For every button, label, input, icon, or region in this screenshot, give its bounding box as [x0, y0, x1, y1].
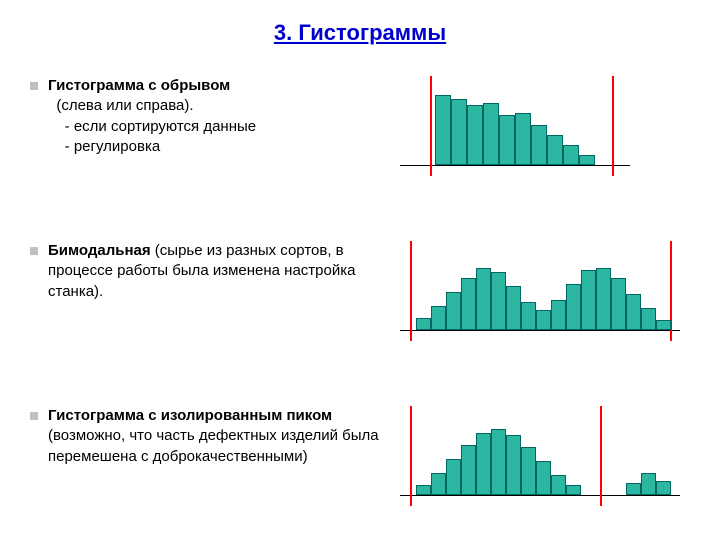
histogram-bar [506, 435, 521, 495]
histogram-bar [626, 294, 641, 330]
desc-3: Гистограмма с изолированным пиком (возмо… [48, 406, 400, 467]
sub-1-1: (слева или справа). [56, 97, 193, 114]
histogram-bar [451, 99, 467, 165]
histogram-bar [563, 145, 579, 165]
histogram-bar [626, 483, 641, 495]
page-title: 3. Гистограммы [30, 20, 690, 46]
bars-group [416, 429, 671, 495]
chart-cutoff [400, 76, 690, 176]
sub-3-1: (возможно, что часть дефектных изделий б… [48, 427, 379, 464]
histogram-bar [521, 447, 536, 495]
histogram-bar [551, 475, 566, 495]
heading-1: Гистограмма с обрывом [48, 77, 230, 94]
desc-1: Гистограмма с обрывом (слева или справа)… [48, 76, 256, 157]
histogram-bar [579, 155, 595, 165]
histogram-bar [531, 125, 547, 165]
histogram-bar [641, 308, 656, 330]
histogram-bar [581, 270, 596, 330]
histogram-bar [483, 103, 499, 165]
bars-group [416, 268, 671, 330]
row-cutoff: Гистограмма с обрывом (слева или справа)… [30, 76, 690, 186]
histogram-bar [641, 473, 656, 495]
text-col-3: Гистограмма с изолированным пиком (возмо… [30, 406, 400, 467]
sub-1-2: - если сортируются данные [65, 118, 256, 135]
histogram-bar [656, 320, 671, 330]
axis-line [400, 330, 680, 331]
spec-limit-line [612, 76, 614, 176]
bullet-icon [30, 412, 38, 420]
histogram-bar [551, 300, 566, 330]
spec-limit-line [430, 76, 432, 176]
histogram-bar [435, 95, 451, 165]
histogram-bar [461, 278, 476, 330]
chart-isolated [400, 406, 690, 506]
chart-bimodal [400, 241, 690, 341]
axis-line [400, 495, 680, 496]
heading-3: Гистограмма с изолированным пиком [48, 407, 332, 424]
histogram-bar [515, 113, 531, 165]
row-bimodal: Бимодальная (сырье из разных сортов, в п… [30, 241, 690, 351]
row-isolated: Гистограмма с изолированным пиком (возмо… [30, 406, 690, 516]
histogram-bar [416, 485, 431, 495]
bars-group [435, 95, 595, 165]
histogram-bar [506, 286, 521, 330]
bullet-icon [30, 247, 38, 255]
histogram-bar [431, 473, 446, 495]
histogram-bar [446, 459, 461, 495]
histogram-bar [491, 272, 506, 330]
sub-1-3: - регулировка [65, 138, 161, 155]
histogram-bar [476, 433, 491, 495]
histogram-bar [499, 115, 515, 165]
histogram-bar [566, 485, 581, 495]
histogram-bar [596, 268, 611, 330]
histogram-bar [521, 302, 536, 330]
histogram-bar [491, 429, 506, 495]
histogram-bar [547, 135, 563, 165]
histogram-bar [461, 445, 476, 495]
histogram-bar [416, 318, 431, 330]
histogram-bar [536, 310, 551, 330]
spec-limit-line [410, 406, 412, 506]
histogram-bar [476, 268, 491, 330]
histogram-bar [536, 461, 551, 495]
histogram-bar [446, 292, 461, 330]
desc-2: Бимодальная (сырье из разных сортов, в п… [48, 241, 400, 302]
histogram-bar [656, 481, 671, 495]
spec-limit-line [410, 241, 412, 341]
histogram-bar [431, 306, 446, 330]
text-col-2: Бимодальная (сырье из разных сортов, в п… [30, 241, 400, 302]
histogram-bar [467, 105, 483, 165]
histogram-bar [611, 278, 626, 330]
heading-2: Бимодальная [48, 242, 151, 259]
axis-line [400, 165, 630, 166]
text-col-1: Гистограмма с обрывом (слева или справа)… [30, 76, 400, 157]
bullet-icon [30, 82, 38, 90]
histogram-bar [566, 284, 581, 330]
